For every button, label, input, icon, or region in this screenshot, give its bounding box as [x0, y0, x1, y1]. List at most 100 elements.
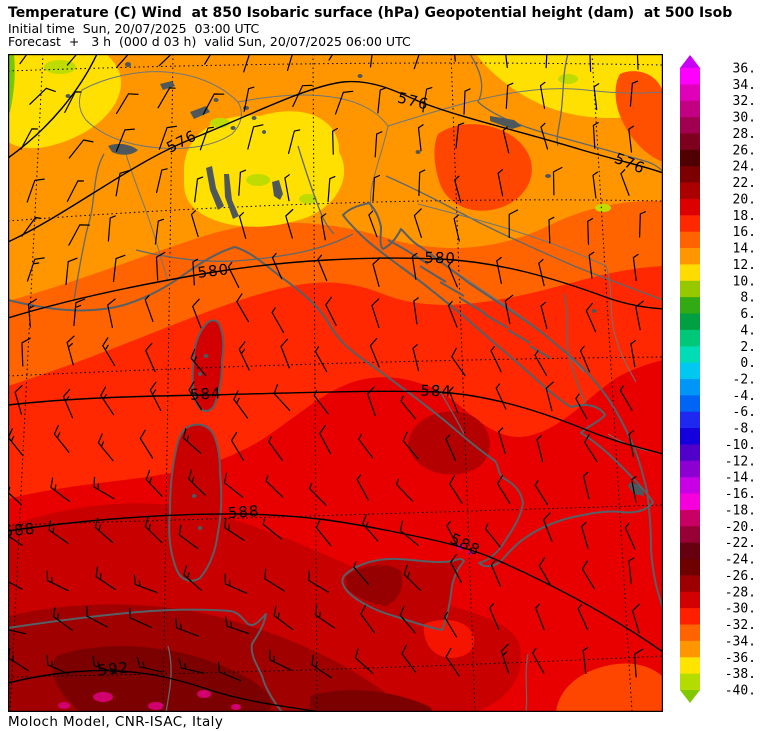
- colorbar-tick-label: -16.: [725, 487, 756, 502]
- wind-barb: [490, 345, 502, 373]
- wind-barb: [95, 566, 116, 591]
- wind-barb: [273, 605, 294, 631]
- colorbar-segment: [680, 591, 700, 609]
- wind-barb: [502, 126, 510, 154]
- initial-time-line: Initial time Sun, 20/07/2025 03:00 UTC: [8, 21, 260, 36]
- contour-label: 588: [8, 519, 36, 540]
- height-contour: [8, 669, 321, 712]
- wind-barb: [631, 475, 637, 503]
- colorbar-segment: [680, 248, 700, 265]
- wind-barb: [504, 294, 514, 325]
- wind-barb: [399, 605, 416, 634]
- wind-barb: [422, 87, 433, 113]
- wind-barb: [233, 390, 248, 419]
- wind-barb: [371, 298, 380, 329]
- wind-barb: [94, 517, 114, 544]
- wind-barb: [26, 257, 45, 282]
- wind-barb: [53, 606, 73, 631]
- wind-barb: [194, 176, 204, 203]
- colorbar-tick-label: 30.: [733, 111, 756, 126]
- wind-barb: [495, 383, 507, 410]
- wind-barb: [445, 434, 456, 461]
- wind-barb: [21, 337, 31, 367]
- wind-barb: [280, 338, 290, 369]
- wind-barb: [413, 297, 419, 325]
- colorbar-segment: [680, 640, 700, 658]
- colorbar-tick-label: -6.: [733, 405, 756, 420]
- wind-barb: [21, 216, 42, 237]
- wind-barb: [539, 81, 546, 109]
- wind-barb: [395, 478, 414, 502]
- wind-barb: [328, 54, 334, 61]
- wind-barb: [158, 54, 173, 67]
- wind-barb: [453, 214, 460, 242]
- wind-barb: [314, 346, 328, 373]
- colorbar-tick-label: 16.: [733, 225, 756, 240]
- wind-barb: [619, 385, 633, 411]
- wind-barb: [155, 251, 166, 281]
- colorbar-segment: [680, 215, 700, 233]
- wind-barb: [225, 616, 250, 635]
- colorbar-segment: [680, 575, 700, 593]
- colorbar-tick-label: -20.: [725, 520, 756, 535]
- colorbar-tick-label: 18.: [733, 209, 756, 224]
- wind-barb: [630, 340, 636, 368]
- wind-barb: [589, 54, 592, 72]
- colorbar-tick-label: 34.: [733, 78, 756, 93]
- wind-barb: [353, 561, 370, 586]
- wind-barb: [315, 518, 332, 547]
- colorbar-segment: [680, 133, 700, 151]
- wind-barb: [175, 617, 199, 637]
- wind-barb: [133, 574, 158, 594]
- parallel-line: [8, 504, 663, 526]
- wind-barb: [273, 384, 291, 412]
- meridian-line: [162, 54, 174, 712]
- wind-barb: [445, 647, 460, 677]
- graticule-layer: [8, 54, 663, 712]
- wind-barb: [157, 87, 176, 109]
- wind-barb: [451, 347, 466, 377]
- wind-barb: [144, 516, 163, 544]
- wind-barb: [320, 213, 327, 241]
- wind-barb: [313, 389, 329, 415]
- wind-barb: [358, 433, 374, 459]
- wind-barb: [581, 522, 589, 550]
- wind-barb: [620, 169, 630, 196]
- colorbar-segment: [680, 673, 700, 691]
- wind-barb: [368, 210, 378, 238]
- colorbar-tick-label: 26.: [733, 143, 756, 158]
- colorbar-segment: [680, 378, 700, 396]
- wind-barb: [635, 300, 644, 331]
- colorbar-segment: [680, 166, 700, 184]
- river-path: [73, 153, 105, 301]
- colorbar-segment: [680, 346, 700, 364]
- colorbar-tick-label: -30.: [725, 602, 756, 617]
- wind-barb: [66, 335, 75, 366]
- wind-barb: [68, 224, 90, 246]
- wind-barb: [545, 381, 554, 412]
- colorbar-tick-label: 36.: [733, 62, 756, 77]
- colorbar-segment: [680, 493, 700, 511]
- wind-barb: [372, 174, 381, 202]
- contour-label: 588: [227, 502, 260, 522]
- colorbar-segment: [680, 231, 700, 249]
- colorbar-tick-label: -34.: [725, 634, 756, 649]
- wind-barb: [268, 436, 283, 461]
- wind-barb: [107, 215, 116, 242]
- colorbar-tick-label: -8.: [733, 422, 756, 437]
- wind-barb: [202, 93, 225, 115]
- wind-barb: [188, 381, 202, 411]
- wind-barb: [592, 171, 599, 199]
- wind-barb: [29, 87, 56, 105]
- coastline-layer: [8, 202, 663, 712]
- wind-barb: [412, 344, 420, 372]
- wind-barb: [411, 252, 418, 280]
- coastline-path: [387, 239, 551, 359]
- wind-barb: [286, 54, 294, 71]
- colorbar-tick-label: 28.: [733, 127, 756, 142]
- meridian-line: [9, 54, 44, 712]
- wind-barb: [628, 125, 634, 153]
- fill-orangered-ne-corner: [615, 71, 663, 162]
- wind-barb: [64, 91, 82, 113]
